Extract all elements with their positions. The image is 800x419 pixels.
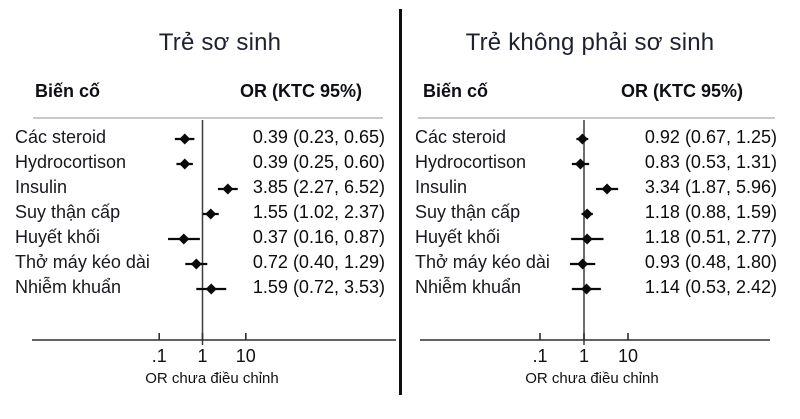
forest-plot-area: .1 1 10 OR chưa điều chỉnh	[420, 120, 770, 387]
or-ci-value: 1.59 (0.72, 3.53)	[252, 277, 385, 297]
row-layer: Các steroid 0.92 (0.67, 1.25) Hydrocortiso…	[400, 0, 800, 419]
or-point-diamond	[178, 233, 190, 245]
or-ci-value: 0.39 (0.23, 0.65)	[252, 127, 385, 147]
x-axis-title: OR chưa điều chỉnh	[145, 370, 278, 387]
x-tick-label: 10	[236, 346, 256, 366]
x-tick-label: .1	[152, 346, 167, 366]
panel-title: Trẻ sơ sinh	[158, 29, 282, 56]
panel-title: Trẻ không phải sơ sinh	[465, 29, 715, 56]
or-ci-value: 1.18 (0.51, 2.77)	[644, 227, 777, 247]
event-label: Nhiễm khuẩn	[415, 277, 522, 297]
event-label: Các steroid	[15, 127, 107, 147]
forest-panel-non-newborns: Trẻ không phải sơ sinh Biến cố OR (KTC 9…	[400, 0, 800, 419]
or-point-diamond	[190, 258, 202, 270]
x-tick-label: .1	[532, 346, 547, 366]
row-layer: Các steroid 0.39 (0.23, 0.65) Hydrocortiso…	[15, 127, 385, 297]
or-point-diamond	[577, 258, 589, 270]
column-header-event: Biến cố	[35, 81, 101, 101]
or-point-diamond	[576, 133, 588, 145]
panel-divider-line	[399, 9, 402, 395]
x-tick-label: 1	[579, 346, 589, 366]
or-point-diamond	[222, 183, 234, 195]
or-point-diamond	[179, 158, 191, 170]
or-point-diamond	[581, 208, 593, 220]
x-tick-label: 1	[197, 346, 207, 366]
x-tick-label: 10	[618, 346, 638, 366]
or-ci-value: 3.34 (1.87, 5.96)	[644, 177, 777, 197]
or-point-diamond	[601, 183, 613, 195]
forest-plot-area: .1 1 10 OR chưa điều chỉnh	[32, 120, 396, 387]
forest-panel-newborns: Trẻ sơ sinh Biến cố OR (KTC 95%) .1 1 10 OR…	[15, 29, 396, 387]
event-label: Thở máy kéo dài	[15, 252, 150, 272]
or-point-diamond	[205, 208, 217, 220]
event-label: Nhiễm khuẩn	[15, 277, 122, 297]
or-ci-value: 0.72 (0.40, 1.29)	[252, 252, 385, 272]
or-point-diamond	[574, 158, 586, 170]
event-label: Suy thận cấp	[15, 202, 121, 222]
or-ci-value: 0.92 (0.67, 1.25)	[644, 127, 777, 147]
or-ci-value: 3.85 (2.27, 6.52)	[252, 177, 385, 197]
or-point-diamond	[179, 133, 191, 145]
or-ci-value: 1.55 (1.02, 2.37)	[252, 202, 385, 222]
event-label: Huyết khối	[415, 227, 501, 247]
x-axis-title: OR chưa điều chỉnh	[525, 370, 658, 387]
or-ci-value: 1.14 (0.53, 2.42)	[644, 277, 777, 297]
event-label: Suy thận cấp	[415, 202, 521, 222]
or-point-diamond	[581, 233, 593, 245]
or-ci-value: 1.18 (0.88, 1.59)	[644, 202, 777, 222]
event-label: Hydrocortison	[15, 152, 127, 172]
event-label: Insulin	[415, 177, 468, 197]
or-point-diamond	[581, 283, 593, 295]
or-point-diamond	[205, 283, 217, 295]
or-ci-value: 0.37 (0.16, 0.87)	[252, 227, 385, 247]
event-label: Hydrocortison	[415, 152, 527, 172]
header-rule	[418, 117, 775, 119]
or-ci-value: 0.83 (0.53, 1.31)	[644, 152, 777, 172]
header-rule	[33, 117, 383, 119]
column-header-or: OR (KTC 95%)	[620, 81, 743, 101]
event-label: Huyết khối	[15, 227, 101, 247]
event-label: Các steroid	[415, 127, 507, 147]
or-ci-value: 0.93 (0.48, 1.80)	[644, 252, 777, 272]
or-ci-value: 0.39 (0.25, 0.60)	[252, 152, 385, 172]
column-header-event: Biến cố	[423, 81, 489, 101]
column-header-or: OR (KTC 95%)	[239, 81, 362, 101]
event-label: Thở máy kéo dài	[415, 252, 550, 272]
event-label: Insulin	[15, 177, 68, 197]
